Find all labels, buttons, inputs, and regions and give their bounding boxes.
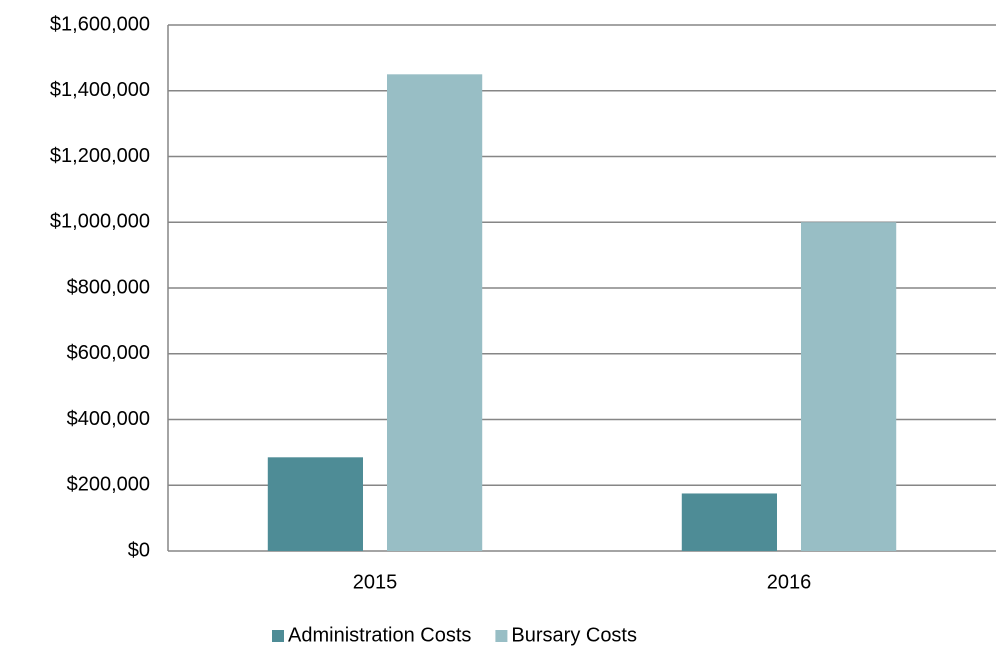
y-tick-label: $1,600,000 <box>50 13 150 35</box>
bar <box>801 222 897 551</box>
legend-swatch <box>495 630 508 642</box>
y-tick-label: $1,200,000 <box>50 145 150 167</box>
legend-label: Bursary Costs <box>511 624 637 646</box>
x-tick-label: 2015 <box>353 571 398 593</box>
bar <box>267 457 363 551</box>
bar <box>681 493 777 551</box>
y-tick-label: $200,000 <box>67 474 150 496</box>
y-tick-label: $800,000 <box>67 276 150 298</box>
y-tick-label: $600,000 <box>67 342 150 364</box>
y-tick-label: $0 <box>128 539 150 561</box>
bar <box>387 74 483 551</box>
x-tick-label: 2016 <box>767 571 812 593</box>
legend-label: Administration Costs <box>288 624 471 646</box>
y-tick-label: $400,000 <box>67 408 150 430</box>
legend-swatch <box>272 630 284 642</box>
y-tick-label: $1,000,000 <box>50 211 150 233</box>
y-tick-label: $1,400,000 <box>50 79 150 101</box>
